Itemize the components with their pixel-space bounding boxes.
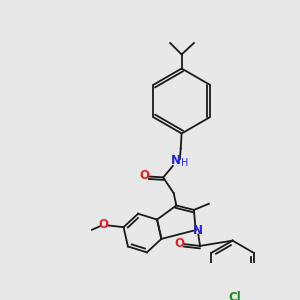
Text: Cl: Cl <box>228 291 241 300</box>
Text: O: O <box>140 169 150 182</box>
Text: O: O <box>98 218 108 231</box>
Text: N: N <box>193 224 203 238</box>
Text: H: H <box>181 158 188 168</box>
Text: O: O <box>174 237 184 250</box>
Text: N: N <box>170 154 181 167</box>
